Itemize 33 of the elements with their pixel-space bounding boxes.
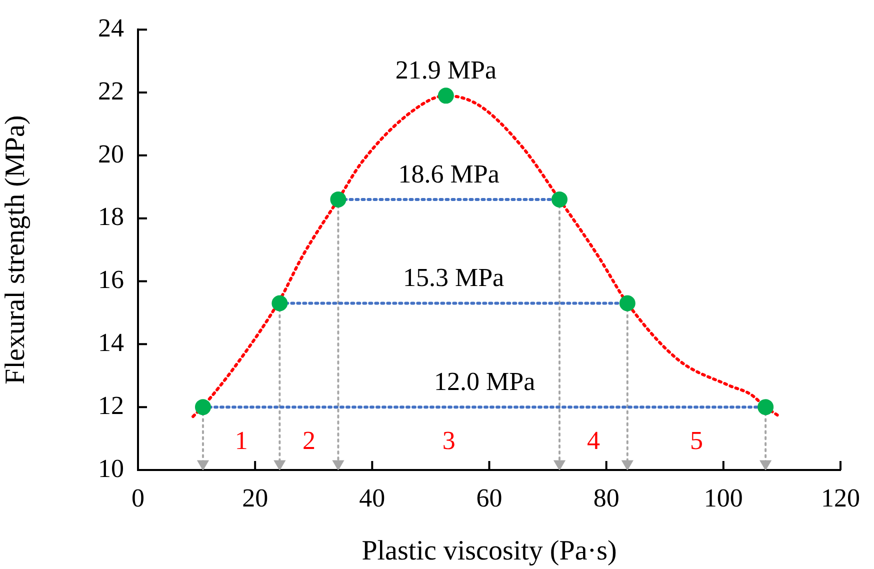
x-tick-label: 40 bbox=[359, 483, 386, 512]
annotation: 3 bbox=[442, 426, 456, 455]
y-tick-label: 14 bbox=[98, 328, 124, 357]
annotation: 2 bbox=[302, 426, 316, 455]
x-tick-label: 60 bbox=[476, 483, 502, 512]
y-tick-label: 18 bbox=[98, 202, 124, 232]
point bbox=[552, 191, 568, 208]
y-tick-label: 12 bbox=[98, 390, 124, 420]
annotation: 21.9 MPa bbox=[395, 55, 497, 84]
x-tick-label: 80 bbox=[593, 483, 620, 512]
x-tick-label: 0 bbox=[132, 483, 144, 512]
point bbox=[330, 191, 346, 208]
y-tick-label: 16 bbox=[98, 265, 124, 294]
x-axis-title: Plastic viscosity (Pa·s) bbox=[362, 536, 617, 567]
point bbox=[758, 399, 774, 416]
point bbox=[438, 88, 454, 104]
point bbox=[619, 295, 636, 312]
annotation: 1 bbox=[234, 426, 248, 455]
y-tick-label: 24 bbox=[98, 13, 124, 42]
annotation: 15.3 MPa bbox=[402, 263, 505, 292]
x-tick-label: 20 bbox=[242, 483, 268, 512]
annotation: 18.6 MPa bbox=[398, 159, 500, 188]
point bbox=[194, 399, 211, 416]
y-axis-title: Flexural strength (MPa) bbox=[0, 115, 32, 384]
y-tick-label: 22 bbox=[98, 76, 124, 106]
y-tick-label: 10 bbox=[98, 454, 124, 483]
annotation: 5 bbox=[690, 426, 703, 455]
point bbox=[272, 295, 288, 312]
x-tick-label: 100 bbox=[704, 483, 743, 512]
y-tick-label: 20 bbox=[98, 139, 124, 168]
x-tick-label: 120 bbox=[821, 483, 860, 512]
annotation: 4 bbox=[586, 426, 600, 455]
annotation: 12.0 MPa bbox=[434, 366, 536, 396]
